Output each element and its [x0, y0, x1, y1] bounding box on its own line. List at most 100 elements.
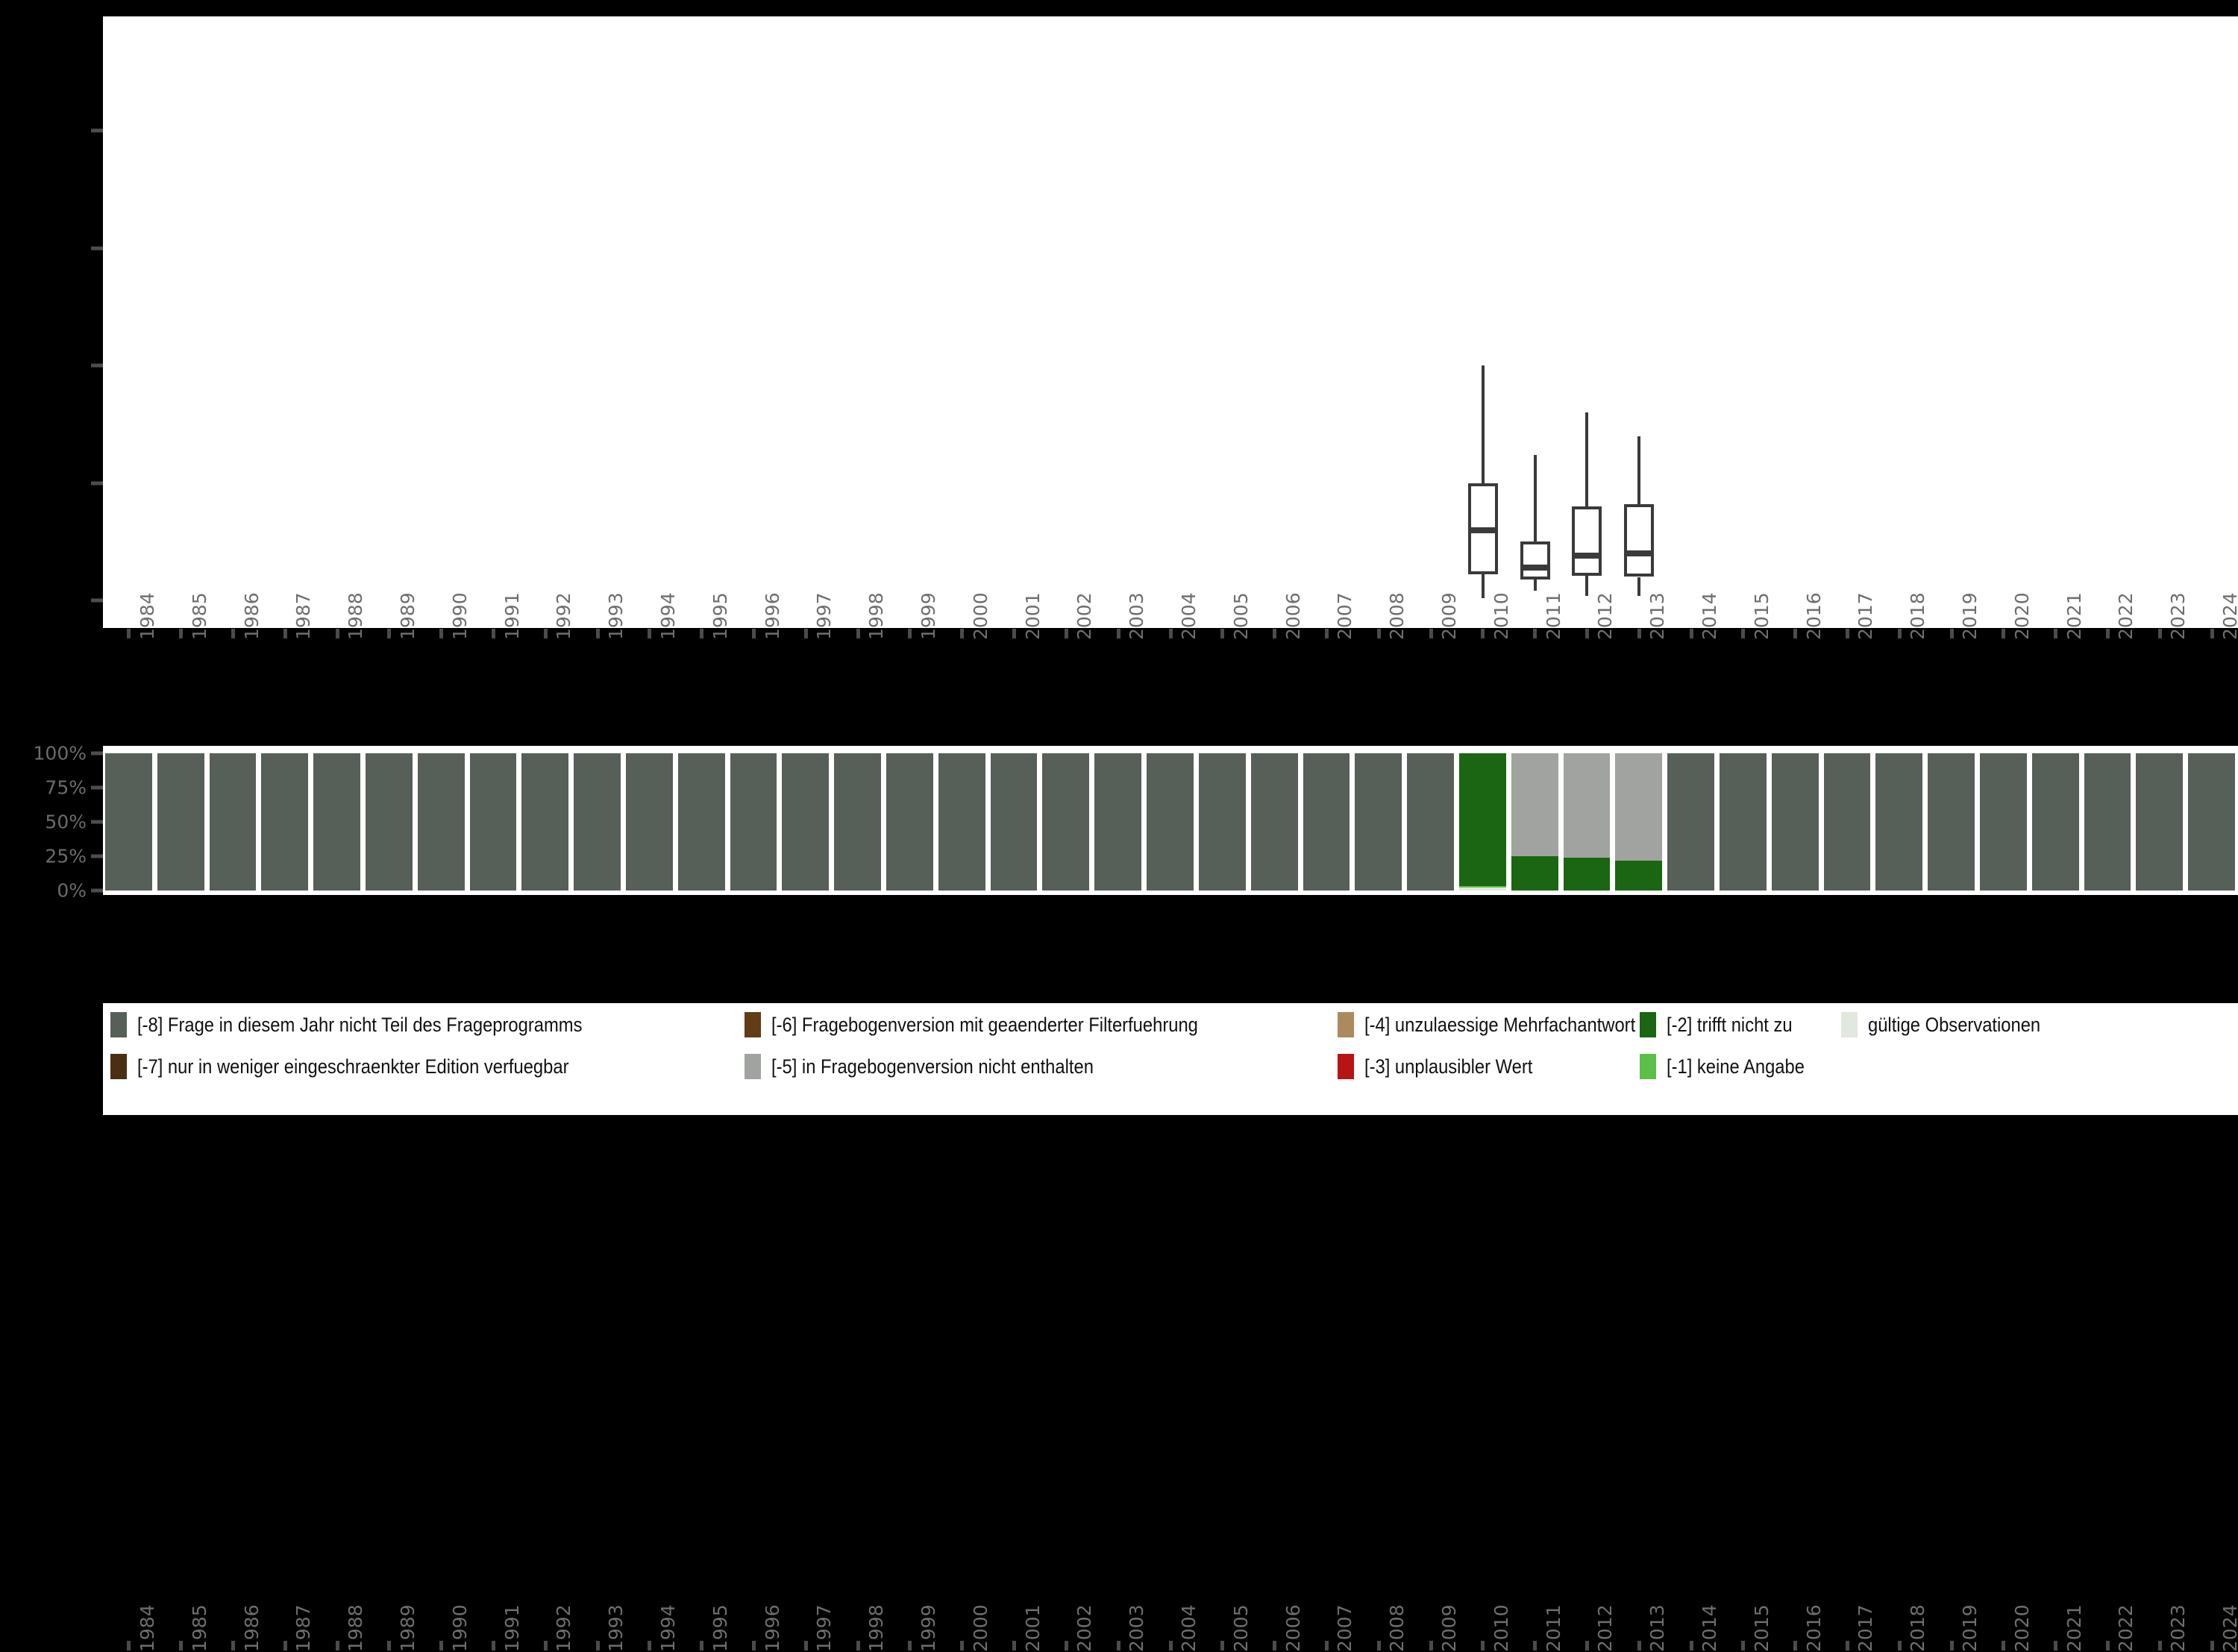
stacked-bar-2001 — [990, 753, 1038, 891]
stacked-bar-1999 — [886, 753, 933, 891]
legend-item-m4[interactable]: [-4] unzulaessige Mehrfachantwort — [1338, 1012, 1673, 1037]
legend-item-valid[interactable]: gültige Observationen — [1841, 1012, 2064, 1037]
x-tick-label-1985: 1985 — [188, 592, 210, 640]
boxplot-y-tick-mark — [91, 246, 103, 250]
x-tick-label-1989: 1989 — [396, 592, 419, 640]
x-tick-mark — [856, 629, 860, 638]
x-tick-label-2009: 2009 — [1438, 592, 1461, 640]
boxplot-y-tick-mark — [91, 363, 103, 368]
legend-label-m2: [-2] trifft nicht zu — [1667, 1013, 1793, 1036]
x-tick-label-2013: 2013 — [1646, 1604, 1669, 1652]
x-tick-mark — [1637, 629, 1641, 638]
bar-segment-m2 — [1563, 857, 1611, 891]
x-tick-label-2000: 2000 — [969, 1604, 991, 1652]
x-tick-mark — [1533, 1641, 1538, 1651]
x-tick-mark — [595, 1641, 600, 1651]
boxplot-lower-whisker — [1585, 575, 1589, 596]
x-tick-label-1985: 1985 — [188, 1604, 210, 1652]
x-tick-label-2016: 2016 — [1802, 592, 1825, 640]
boxplot-upper-whisker — [1481, 365, 1485, 483]
x-tick-mark — [1689, 1641, 1693, 1651]
x-tick-mark — [908, 1641, 912, 1651]
stacked-bar-1992 — [521, 753, 569, 891]
x-tick-mark — [1741, 1641, 1746, 1651]
x-tick-mark — [1376, 1641, 1381, 1651]
stacked-bar-2020 — [1979, 753, 2027, 891]
stacked-bar-1988 — [313, 753, 361, 891]
x-tick-label-1995: 1995 — [709, 592, 731, 640]
stacked-bar-1987 — [261, 753, 309, 891]
x-tick-mark — [1273, 1641, 1277, 1651]
stacked-bar-1984 — [105, 753, 152, 891]
stacked-bar-2022 — [2084, 753, 2131, 891]
bar-segment-m8 — [1250, 753, 1298, 891]
legend-item-m8[interactable]: [-8] Frage in diesem Jahr nicht Teil des… — [110, 1012, 643, 1037]
legend-swatch-icon-m1 — [1640, 1054, 1656, 1079]
legend-item-m1[interactable]: [-1] keine Angabe — [1640, 1054, 1823, 1079]
x-tick-label-1997: 1997 — [813, 1604, 836, 1652]
bar-segment-m2 — [1511, 856, 1558, 891]
x-tick-label-2020: 2020 — [2010, 592, 2033, 640]
stacked-bar-2021 — [2031, 753, 2079, 891]
x-tick-label-1994: 1994 — [656, 1604, 679, 1652]
bar-segment-m8 — [469, 753, 517, 891]
chart-legend: [-8] Frage in diesem Jahr nicht Teil des… — [103, 1003, 2238, 1115]
x-tick-mark — [2157, 629, 2162, 638]
x-tick-mark — [127, 629, 131, 638]
stacked-bar-2005 — [1198, 753, 1246, 891]
x-tick-label-2017: 2017 — [1855, 1604, 1877, 1652]
x-tick-mark — [2210, 629, 2214, 638]
stacked-bar-1985 — [157, 753, 204, 891]
x-tick-label-2022: 2022 — [2115, 1604, 2137, 1652]
legend-item-m3[interactable]: [-3] unplausibler Wert — [1338, 1054, 1555, 1079]
legend-swatch-icon-m3 — [1338, 1054, 1354, 1079]
x-tick-label-2006: 2006 — [1282, 592, 1304, 640]
legend-label-m7: [-7] nur in weniger eingeschraenkter Edi… — [137, 1055, 569, 1078]
x-tick-label-2000: 2000 — [969, 592, 991, 640]
x-tick-mark — [2210, 1641, 2214, 1651]
boxplot-upper-whisker — [1585, 412, 1589, 506]
bar-segment-m2 — [1615, 860, 1663, 891]
x-tick-label-2004: 2004 — [1178, 1604, 1200, 1652]
x-tick-label-2012: 2012 — [1594, 592, 1617, 640]
legend-item-m2[interactable]: [-2] trifft nicht zu — [1640, 1012, 1810, 1037]
stacked-bar-1989 — [366, 753, 413, 891]
x-tick-label-1994: 1994 — [656, 592, 679, 640]
bar-segment-m5 — [1615, 753, 1663, 861]
stacked-bar-y-tick-mark — [91, 820, 103, 824]
x-tick-mark — [231, 1641, 235, 1651]
x-tick-mark — [700, 1641, 704, 1651]
x-tick-mark — [492, 1641, 496, 1651]
legend-item-m5[interactable]: [-5] in Fragebogenversion nicht enthalte… — [745, 1054, 1138, 1079]
x-tick-label-2008: 2008 — [1386, 1604, 1408, 1652]
bar-segment-m5 — [1563, 753, 1611, 858]
x-tick-mark — [1116, 629, 1120, 638]
x-tick-label-1988: 1988 — [345, 592, 367, 640]
x-tick-mark — [127, 1641, 131, 1651]
x-tick-mark — [1168, 629, 1173, 638]
x-tick-label-2011: 2011 — [1542, 1604, 1564, 1652]
bar-segment-m8 — [730, 753, 777, 891]
stacked-bar-1996 — [730, 753, 777, 891]
x-tick-mark — [1324, 1641, 1329, 1651]
x-tick-mark — [1429, 1641, 1433, 1651]
x-tick-mark — [1845, 1641, 1849, 1651]
x-tick-mark — [543, 1641, 548, 1651]
legend-label-m1: [-1] keine Angabe — [1667, 1055, 1805, 1078]
stacked-bar-y-tick-label: 0% — [57, 879, 87, 902]
stacked-bar-panel: 0% 25% 50% 75% 100% 1984 1985 1986 1987 1988 1989… — [0, 743, 2238, 1652]
x-tick-mark — [1012, 629, 1017, 638]
bar-segment-m8 — [990, 753, 1038, 891]
x-tick-label-2003: 2003 — [1126, 592, 1148, 640]
x-tick-mark — [1793, 1641, 1798, 1651]
bar-segment-m8 — [2188, 753, 2235, 891]
x-tick-mark — [1220, 629, 1225, 638]
x-tick-mark — [335, 1641, 339, 1651]
x-tick-label-2001: 2001 — [1021, 1604, 1044, 1652]
legend-item-m6[interactable]: [-6] Fragebogenversion mit geaenderter F… — [745, 1012, 1256, 1037]
bar-segment-m8 — [626, 753, 673, 891]
bar-segment-m8 — [1147, 753, 1194, 891]
x-tick-label-2009: 2009 — [1438, 1604, 1461, 1652]
legend-item-m7[interactable]: [-7] nur in weniger eingeschraenkter Edi… — [110, 1054, 627, 1079]
boxplot-box — [1467, 16, 1498, 628]
